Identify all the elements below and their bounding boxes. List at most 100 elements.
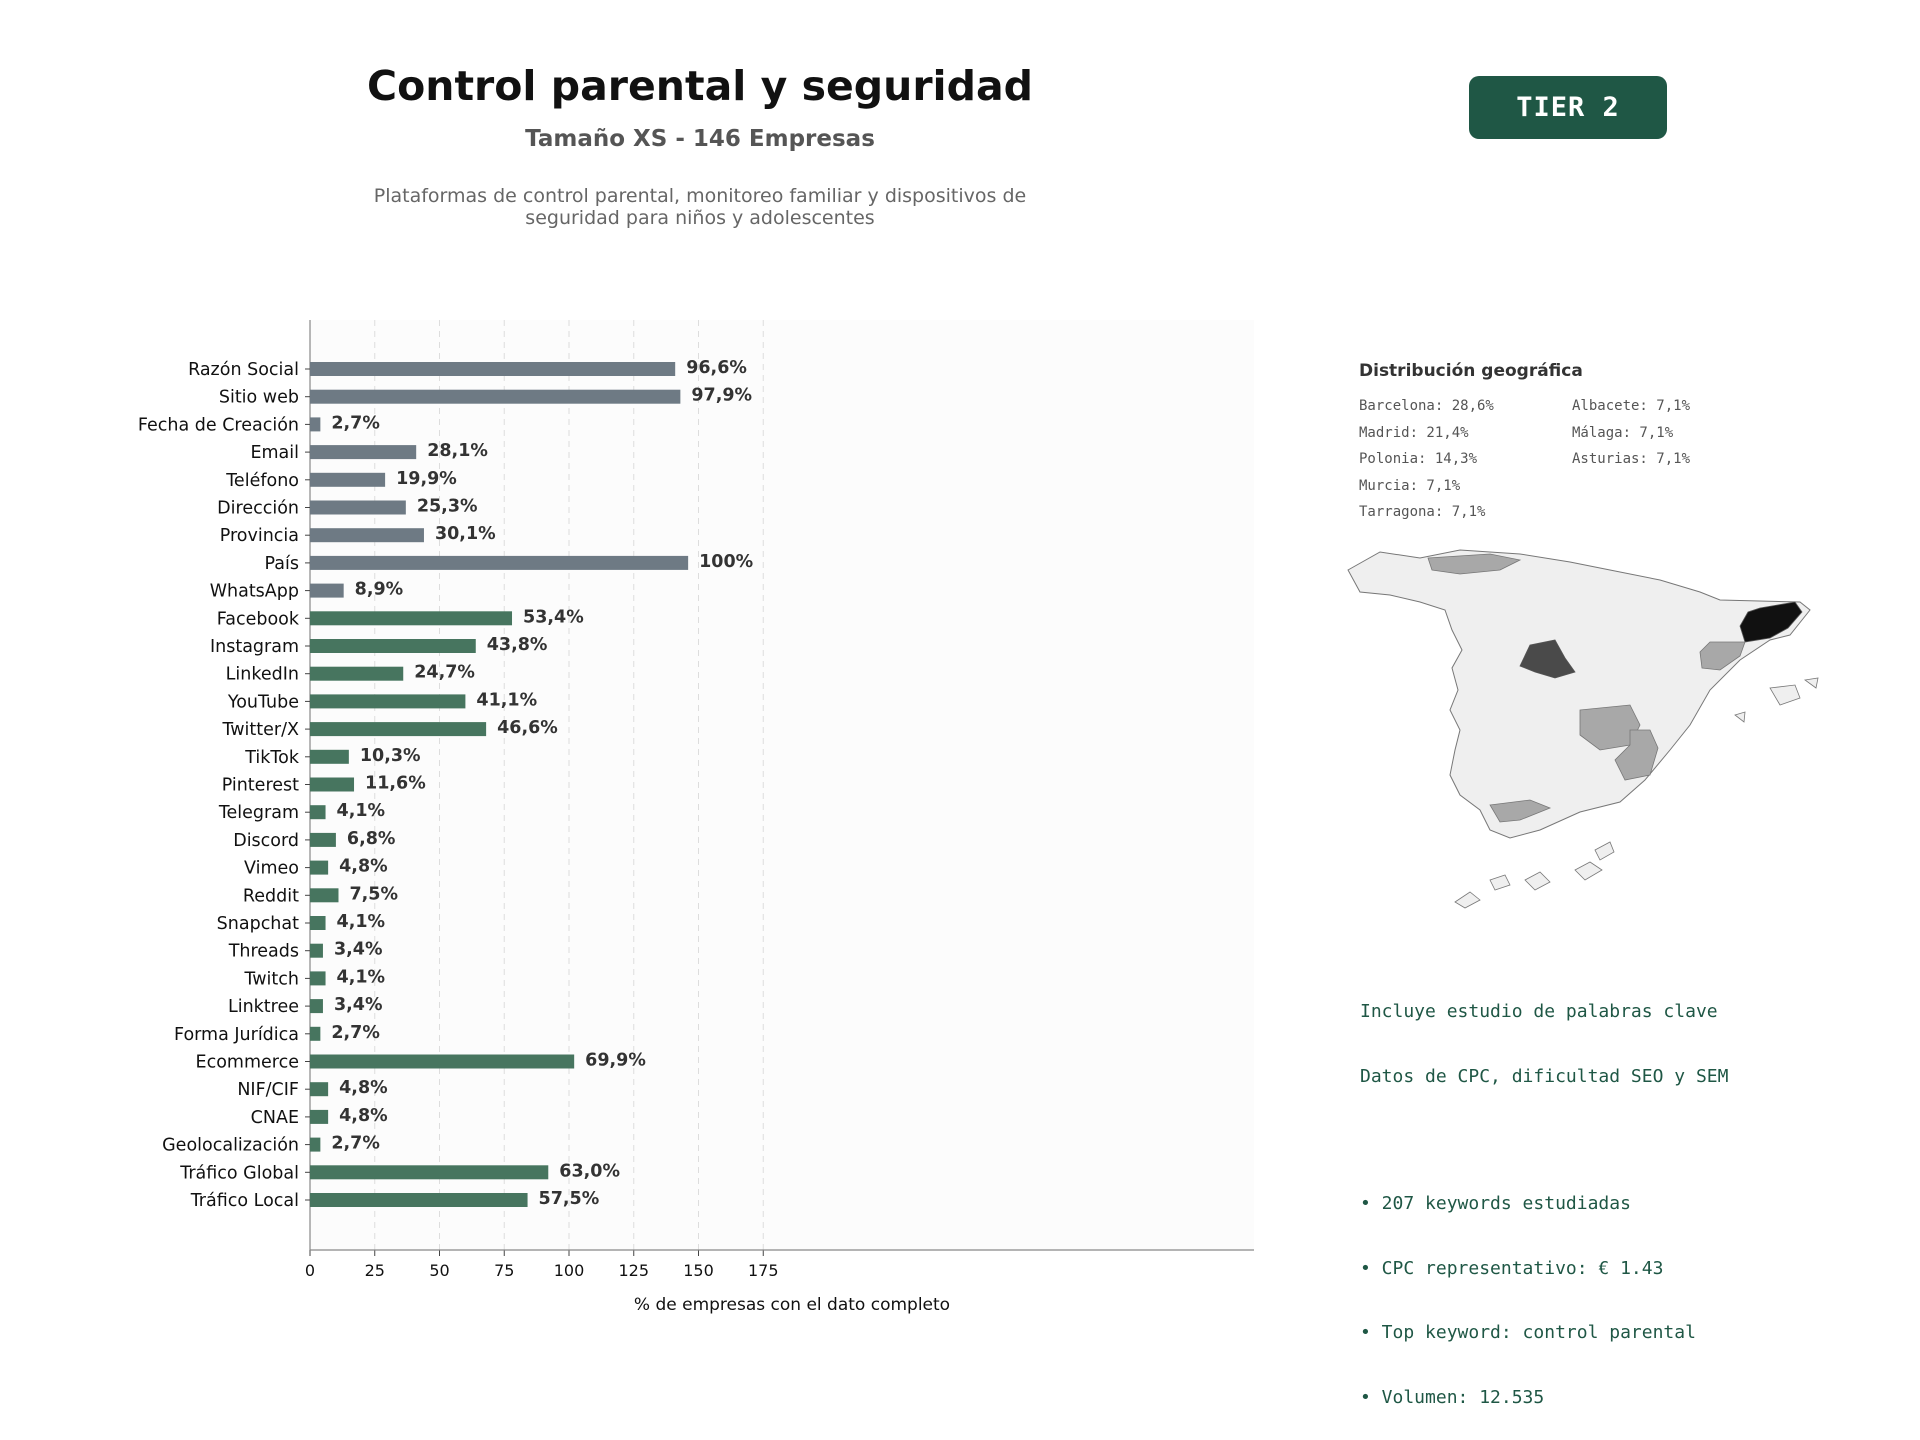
x-tick-label: 25 [365,1261,385,1280]
x-tick-label: 75 [494,1261,514,1280]
keyword-study-info: Incluye estudio de palabras clave Datos … [1360,958,1728,1430]
bar [310,694,466,709]
tier-badge: TIER 2 [1469,76,1667,139]
value-label: 46,6% [497,718,558,738]
category-label: TikTok [244,748,300,768]
value-label: 4,1% [337,967,386,987]
geo-item: Murcia: 7,1% [1359,477,1461,494]
category-label: Vimeo [244,859,299,879]
value-label: 2,7% [331,413,380,433]
category-label: Linktree [228,997,299,1017]
bar [310,500,406,515]
value-label: 19,9% [396,469,457,489]
bar [310,749,349,764]
category-label: Teléfono [225,471,299,491]
bar [310,472,386,487]
completeness-bar-chart: 0 25 50 75 100 125 150 175 % de empresas con el … [138,320,1254,1315]
x-tick-label: 100 [554,1261,585,1280]
category-label: WhatsApp [210,582,299,602]
value-label: 10,3% [360,746,421,766]
bar [310,1082,329,1097]
bar [310,362,676,376]
bar [310,1137,321,1152]
category-label: Instagram [210,637,299,657]
bar [310,722,487,737]
x-tick-label: 0 [305,1261,315,1280]
x-tick-label: 50 [429,1261,449,1280]
value-label: 2,7% [331,1023,380,1043]
keyword-bullet: • Top keyword: control parental [1360,1322,1696,1343]
geo-distribution-list: Barcelona: 28,6% Madrid: 21,4% Polonia: … [1359,398,1779,531]
map-peninsula [1347,549,1811,839]
value-label: 63,0% [559,1161,620,1181]
value-label: 4,1% [337,912,386,932]
category-label: Sitio web [219,388,299,408]
keyword-bullet: • 207 keywords estudiadas [1360,1193,1631,1214]
category-label: Discord [233,831,299,851]
map-madrid [1519,639,1576,679]
category-label: Forma Jurídica [174,1025,299,1045]
category-label: Threads [228,942,299,962]
value-label: 4,1% [337,801,386,821]
value-label: 57,5% [539,1189,600,1209]
value-label: 4,8% [339,857,388,877]
bar [310,417,321,432]
description-line-2: seguridad para niños y adolescentes [525,207,875,229]
plot-background [310,320,1254,1250]
x-tick-label: 125 [618,1261,649,1280]
value-label: 6,8% [347,829,396,849]
category-label: Email [250,443,299,463]
description-line-1: Plataformas de control parental, monitor… [373,185,1027,207]
bar [310,1054,575,1069]
value-label: 4,8% [339,1078,388,1098]
value-label: 24,7% [414,663,475,683]
category-label: Twitch [243,969,299,989]
map-canary-islands [1454,841,1615,909]
bar [310,445,417,460]
map-malaga [1489,799,1552,823]
bar [310,860,329,875]
x-axis-title: % de empresas con el dato completo [634,1295,950,1315]
page-subtitle: Tamaño XS - 146 Empresas [525,126,875,152]
bar [310,528,424,543]
bar [310,888,339,903]
keyword-bullet: • Volumen: 12.535 [1360,1386,1545,1408]
x-tick-label: 150 [683,1261,714,1280]
geo-item: Barcelona: 28,6% [1359,398,1494,414]
category-label: Twitter/X [221,720,299,740]
bar [310,832,336,847]
value-label: 2,7% [331,1134,380,1154]
geo-distribution-title: Distribución geográfica [1359,361,1583,381]
value-label: 53,4% [523,607,584,627]
map-murcia [1614,729,1659,781]
bar [310,777,355,792]
map-tarragona [1699,641,1746,671]
geo-item: Madrid: 21,4% [1359,424,1469,441]
category-label: Pinterest [222,776,299,796]
x-tick-label: 175 [748,1261,779,1280]
value-label: 41,1% [476,690,537,710]
category-label: YouTube [227,692,299,712]
bar [310,916,326,930]
bar [310,389,681,404]
map-barcelona [1739,601,1803,643]
category-label: Reddit [243,886,299,906]
category-label: Provincia [220,526,299,546]
category-label: Fecha de Creación [138,415,299,435]
bar [310,1165,549,1180]
bar [310,1026,321,1041]
category-label: Geolocalización [162,1136,299,1156]
bar [310,999,323,1014]
bar [310,611,513,626]
geo-item: Albacete: 7,1% [1572,398,1691,414]
keyword-line-1: Incluye estudio de palabras clave [1360,1001,1718,1022]
value-label: 4,8% [339,1106,388,1126]
value-label: 69,9% [585,1051,646,1071]
value-label: 8,9% [355,580,404,600]
geo-item: Málaga: 7,1% [1572,424,1674,441]
category-label: Telegram [218,803,299,823]
bar [310,555,689,570]
category-label: Ecommerce [196,1053,299,1073]
category-label: LinkedIn [226,665,299,685]
category-label: Razón Social [188,360,299,380]
